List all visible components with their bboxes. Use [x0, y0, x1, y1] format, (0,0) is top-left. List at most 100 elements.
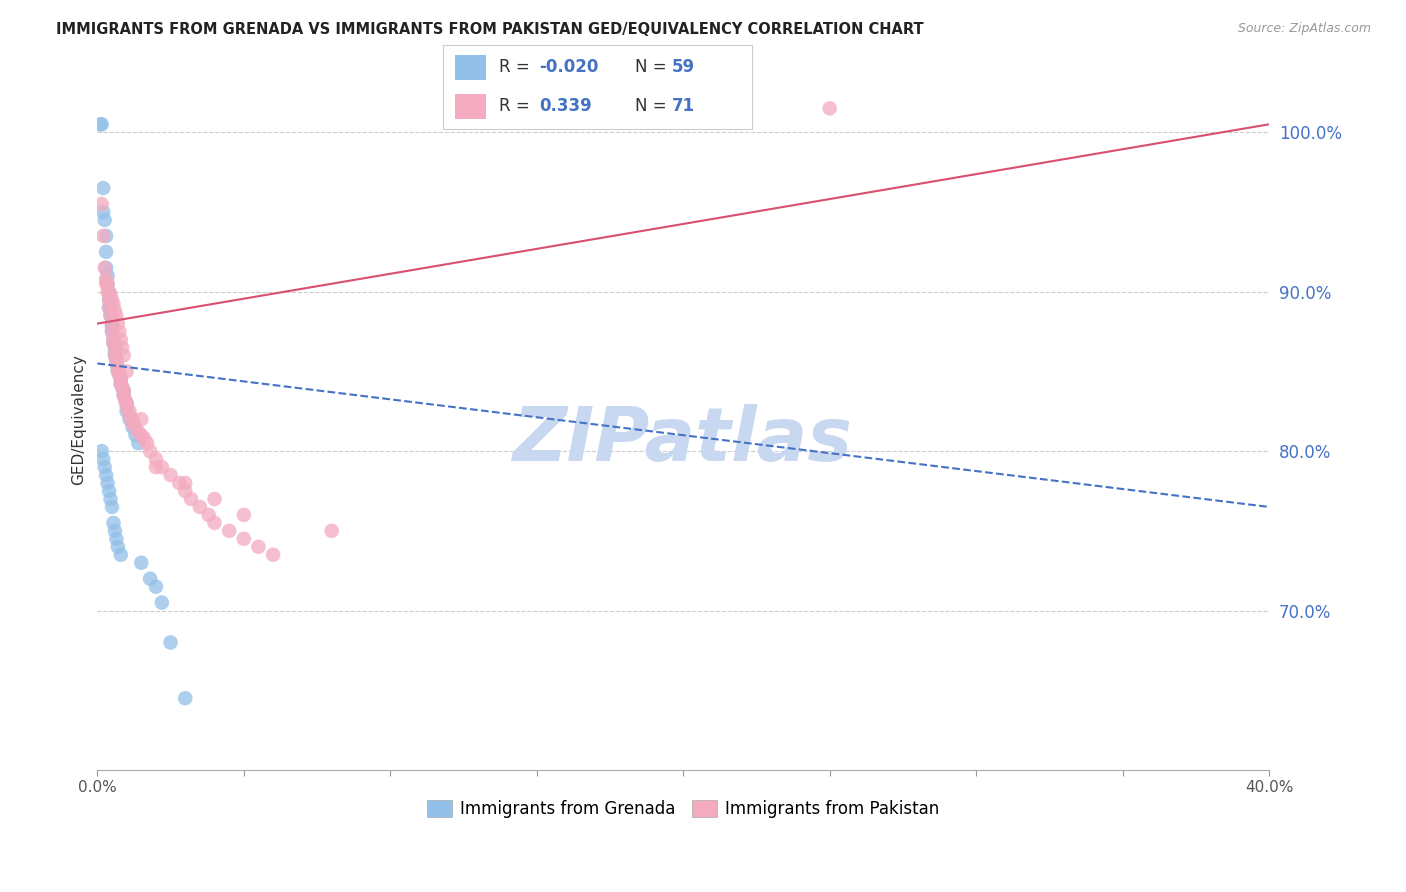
Point [112, 388, 135, 402]
Point [121, 420, 143, 434]
Point [232, 508, 254, 522]
Point [204, 516, 226, 530]
Text: -0.020: -0.020 [538, 59, 598, 77]
Point [98, 288, 121, 302]
Point [94, 244, 117, 259]
Point [150, 596, 173, 610]
Point [174, 476, 197, 491]
Point [100, 288, 122, 302]
Point [108, 368, 131, 382]
Point [111, 380, 134, 394]
Point [121, 412, 143, 426]
Point [98, 301, 121, 315]
Point [89, 117, 111, 131]
Point [115, 364, 138, 378]
Point [145, 580, 167, 594]
Point [104, 345, 127, 359]
Point [101, 325, 124, 339]
Bar [456, 94, 486, 120]
Point [105, 356, 128, 370]
Point [105, 356, 128, 370]
Point [174, 691, 197, 706]
Point [159, 468, 181, 483]
Point [129, 556, 152, 570]
Point [107, 361, 129, 376]
Point [101, 319, 124, 334]
Point [112, 388, 135, 402]
Point [104, 303, 127, 318]
Point [174, 483, 197, 498]
Point [188, 500, 211, 514]
Point [118, 404, 141, 418]
Point [129, 412, 152, 426]
Text: 0.339: 0.339 [538, 97, 592, 115]
Point [112, 349, 135, 363]
Point [112, 384, 135, 398]
Point [818, 101, 841, 115]
Point [115, 396, 138, 410]
Point [101, 325, 124, 339]
Point [104, 349, 127, 363]
Point [103, 333, 125, 347]
Point [105, 532, 128, 546]
Point [110, 372, 132, 386]
Point [94, 272, 117, 286]
Point [107, 540, 129, 554]
Point [107, 364, 129, 378]
Point [129, 428, 152, 442]
Point [110, 377, 132, 392]
Point [90, 444, 112, 458]
Point [104, 341, 127, 355]
Point [91, 452, 114, 467]
Y-axis label: GED/Equivalency: GED/Equivalency [72, 354, 86, 484]
Point [97, 476, 120, 491]
Point [103, 516, 125, 530]
Point [91, 228, 114, 243]
Point [101, 317, 124, 331]
Point [169, 476, 191, 491]
Point [136, 436, 159, 450]
Legend: Immigrants from Grenada, Immigrants from Pakistan: Immigrants from Grenada, Immigrants from… [420, 793, 946, 825]
Point [103, 335, 125, 350]
Text: IMMIGRANTS FROM GRENADA VS IMMIGRANTS FROM PAKISTAN GED/EQUIVALENCY CORRELATION : IMMIGRANTS FROM GRENADA VS IMMIGRANTS FR… [56, 22, 924, 37]
Point [118, 412, 141, 426]
Text: Source: ZipAtlas.com: Source: ZipAtlas.com [1237, 22, 1371, 36]
Point [115, 404, 138, 418]
Point [112, 384, 135, 398]
Point [115, 396, 138, 410]
Point [101, 317, 124, 331]
Point [100, 491, 122, 506]
Point [232, 532, 254, 546]
Point [121, 416, 143, 430]
Point [105, 351, 128, 366]
Point [127, 425, 149, 439]
Point [91, 181, 114, 195]
Point [134, 431, 156, 445]
Point [94, 260, 117, 275]
Point [107, 317, 129, 331]
Point [321, 524, 343, 538]
Point [93, 213, 115, 227]
Point [114, 393, 136, 408]
Point [247, 540, 270, 554]
Point [180, 491, 202, 506]
Point [218, 524, 240, 538]
Text: R =: R = [499, 59, 534, 77]
Point [108, 368, 131, 382]
Point [110, 333, 132, 347]
Point [107, 361, 129, 376]
Point [108, 325, 131, 339]
Point [93, 460, 115, 475]
Point [127, 436, 149, 450]
Point [107, 364, 129, 378]
Point [90, 197, 112, 211]
Point [110, 377, 132, 392]
Point [159, 635, 181, 649]
Point [111, 380, 134, 394]
Point [150, 460, 173, 475]
Point [98, 285, 121, 299]
Point [262, 548, 284, 562]
Point [103, 297, 125, 311]
Point [98, 483, 121, 498]
Point [115, 400, 138, 414]
